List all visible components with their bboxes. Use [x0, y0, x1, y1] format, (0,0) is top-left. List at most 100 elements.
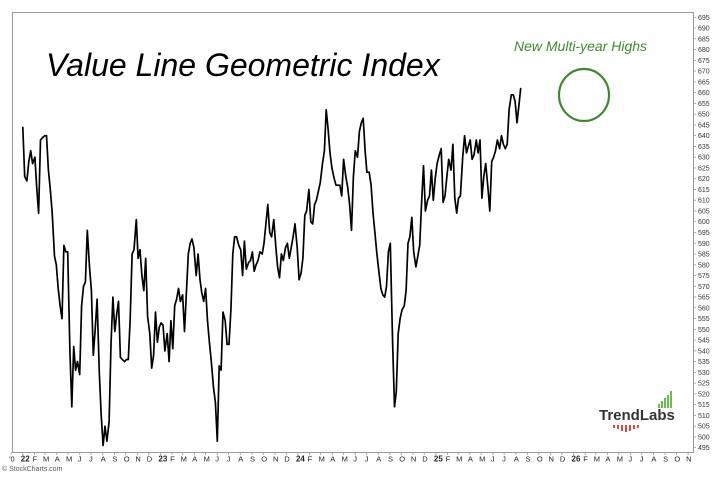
x-tick-label: D	[284, 455, 290, 464]
x-tick-label: J	[227, 455, 231, 464]
data-point	[164, 350, 166, 352]
x-tick-label: F	[170, 455, 175, 464]
y-tick-label: 595	[698, 230, 710, 237]
data-point	[397, 333, 399, 335]
data-point	[245, 268, 247, 270]
data-point	[145, 257, 147, 259]
data-point	[117, 300, 120, 302]
data-point	[160, 322, 162, 324]
data-point	[393, 406, 396, 408]
data-point	[467, 145, 469, 147]
data-point	[382, 294, 384, 296]
data-point	[170, 320, 172, 322]
data-point	[514, 100, 516, 102]
y-tick-label: 545	[698, 338, 710, 345]
data-point	[385, 285, 388, 287]
x-tick-label: A	[651, 455, 656, 464]
data-point	[114, 330, 116, 333]
data-point	[143, 290, 145, 292]
x-tick-label: D	[422, 455, 428, 464]
x-tick-label: J	[491, 455, 495, 464]
data-point	[193, 247, 195, 249]
x-tick-label: M	[43, 455, 49, 464]
data-point	[409, 236, 411, 238]
x-tick-label: F	[308, 455, 313, 464]
x-tick-label: J	[502, 455, 506, 464]
data-point	[47, 169, 50, 171]
y-tick-label: 580	[698, 262, 710, 269]
data-point	[520, 87, 522, 89]
logo-text: TrendLabs	[599, 407, 675, 424]
y-tick-label: 650	[698, 112, 710, 119]
x-tick-year-label: 22	[21, 455, 30, 464]
data-point	[34, 156, 36, 158]
y-tick-label: 565	[698, 295, 710, 302]
data-point	[102, 444, 104, 447]
data-point	[263, 242, 265, 244]
data-point	[216, 440, 218, 442]
data-point	[489, 210, 491, 212]
data-point	[380, 287, 382, 290]
data-point	[39, 139, 42, 141]
y-tick-label: 525	[698, 381, 710, 388]
data-point	[427, 199, 429, 201]
x-tick-label: A	[468, 455, 473, 464]
data-point	[487, 186, 489, 188]
data-point	[28, 160, 30, 163]
x-tick-label: S	[526, 455, 531, 464]
data-point	[94, 328, 96, 330]
data-point	[424, 210, 426, 212]
data-point	[228, 343, 230, 345]
data-point	[240, 249, 242, 251]
data-point	[53, 255, 56, 257]
data-point	[504, 148, 506, 150]
data-point	[432, 199, 434, 201]
data-point	[518, 104, 520, 107]
data-point	[354, 150, 356, 152]
data-point	[154, 311, 157, 313]
data-point	[496, 139, 498, 141]
data-point	[253, 270, 255, 272]
y-tick-label: 630	[698, 155, 710, 162]
data-point	[387, 251, 389, 253]
data-point	[162, 324, 164, 326]
data-point	[79, 373, 81, 376]
data-point	[370, 184, 372, 186]
data-point	[331, 167, 333, 169]
data-point	[61, 318, 63, 320]
y-tick-label: 635	[698, 144, 710, 151]
x-tick-label: M	[456, 455, 462, 464]
data-point	[100, 414, 102, 416]
y-tick-label: 550	[698, 327, 710, 334]
data-point	[36, 186, 38, 188]
data-point	[481, 197, 483, 199]
x-tick-year-label: 24	[296, 455, 305, 464]
data-point	[108, 421, 110, 423]
data-point	[508, 109, 510, 111]
y-tick-label: 590	[698, 241, 710, 248]
x-tick-label: J	[89, 455, 93, 464]
y-tick-label: 660	[698, 90, 710, 97]
chart-title: Value Line Geometric Index	[46, 47, 441, 83]
x-tick-label: F	[32, 455, 37, 464]
data-point	[321, 163, 324, 165]
y-tick-label: 510	[698, 413, 710, 420]
data-point	[374, 231, 376, 234]
data-point	[84, 281, 86, 283]
data-point	[399, 318, 401, 320]
data-point	[92, 354, 94, 356]
y-tick-label: 655	[698, 101, 710, 108]
data-point	[280, 253, 282, 255]
data-point	[483, 175, 485, 178]
data-point	[471, 158, 473, 160]
x-tick-label: O	[399, 455, 405, 464]
data-point	[67, 251, 69, 253]
data-point	[230, 309, 232, 311]
data-point	[296, 247, 298, 249]
data-point	[512, 94, 514, 96]
data-point	[456, 212, 458, 214]
data-point	[177, 287, 180, 290]
data-point	[349, 203, 351, 206]
data-point	[116, 313, 118, 315]
y-tick-label: 680	[698, 47, 710, 54]
